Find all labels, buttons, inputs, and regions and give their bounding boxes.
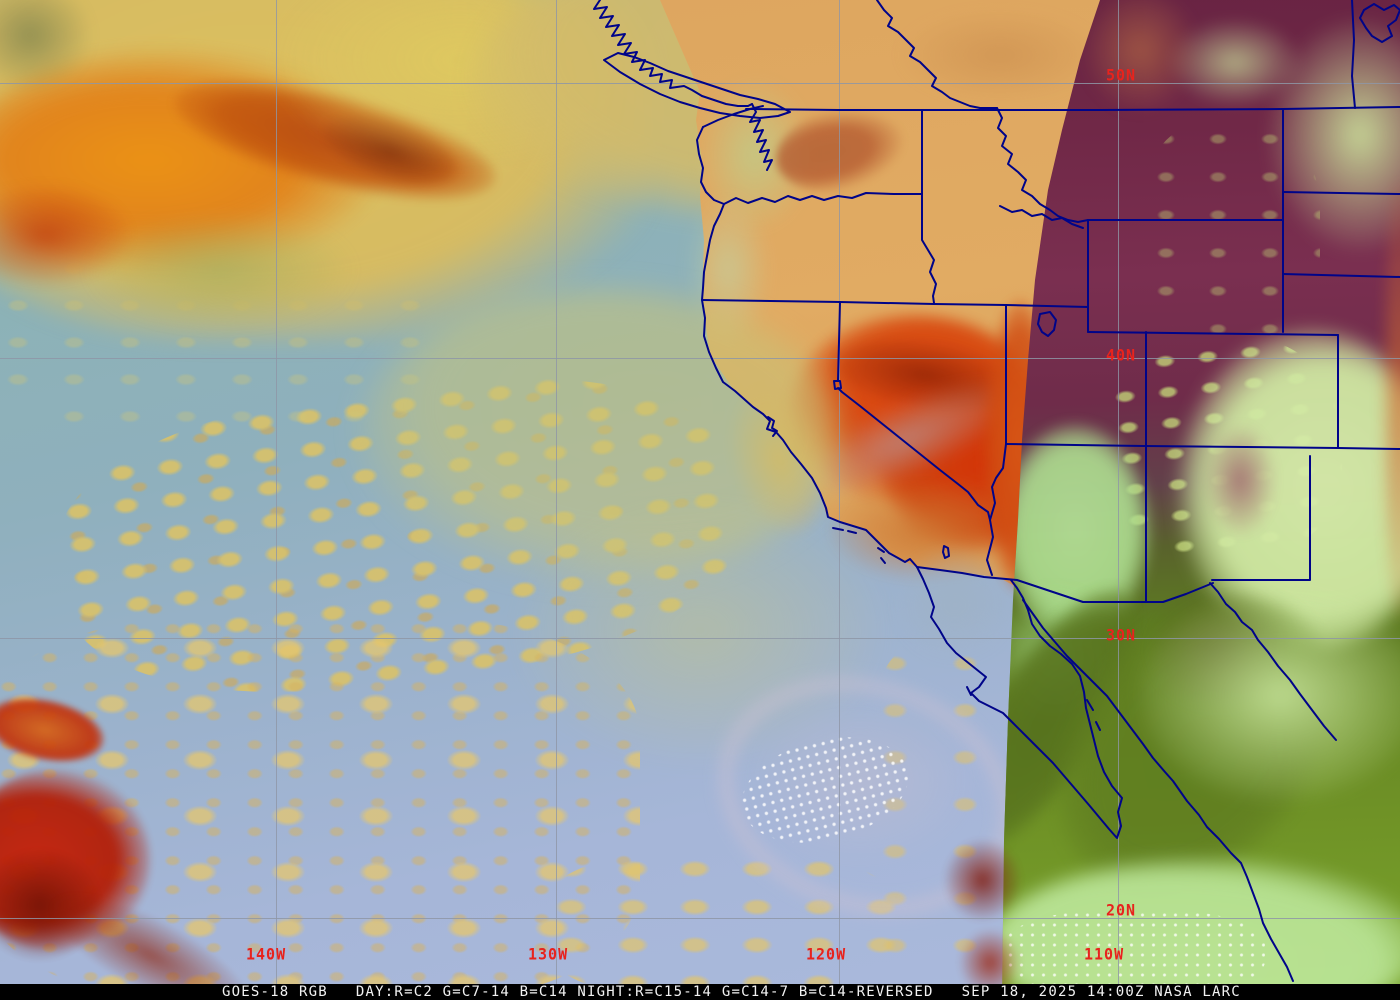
border-us-canada (745, 106, 1400, 111)
longitude-label-140w: 140W (246, 944, 287, 964)
status-product: GOES-18 RGB (222, 984, 328, 1000)
status-timestamp: SEP 18, 2025 14:00Z NASA LARC (961, 984, 1241, 1000)
coast-bc-fjords (593, 0, 703, 97)
coast-bc-mainland (701, 95, 753, 107)
border-41n (1087, 331, 1339, 336)
coast-west (696, 126, 1123, 839)
border-id-mt (996, 107, 1089, 223)
longitude-label-110w: 110W (1084, 944, 1125, 964)
status-recipe: DAY:R=C2 G=C7-14 B=C14 NIGHT:R=C15-14 G=… (355, 984, 934, 1000)
rio-grande (1209, 582, 1337, 741)
border-wa-or-id (921, 109, 937, 304)
salton-sea (942, 545, 950, 559)
border-37n (1005, 443, 1400, 450)
border-nd-sd (1282, 191, 1400, 195)
longitude-label-130w: 130W (528, 944, 569, 964)
border-bc-alberta (876, 0, 998, 109)
border-sk-mb (1351, 0, 1356, 109)
missouri-river (999, 205, 1084, 229)
baja-gulf-islands (966, 686, 1101, 731)
border-42n (701, 299, 1089, 308)
border-ca-nv (837, 301, 994, 576)
latitude-label-50n: 50N (1106, 65, 1137, 85)
latitude-label-40n: 40N (1106, 345, 1137, 365)
border-nm-tx (1211, 455, 1311, 581)
border-wa-or (723, 192, 923, 205)
great-salt-lake (1037, 311, 1057, 337)
border-nv-az-river (989, 443, 1007, 521)
border-sd-ne (1282, 273, 1400, 278)
border-us-mexico (916, 566, 1214, 603)
puget-sound (749, 103, 773, 171)
longitude-label-120w: 120W (806, 944, 847, 964)
lake-tahoe (833, 380, 842, 390)
canada-lakes (1359, 3, 1400, 43)
latitude-label-20n: 20N (1106, 900, 1137, 920)
latitude-label-30n: 30N (1106, 625, 1137, 645)
channel-islands (832, 527, 886, 564)
status-bar: GOES-18 RGB DAY:R=C2 G=C7-14 B=C14 NIGHT… (0, 984, 1400, 1000)
